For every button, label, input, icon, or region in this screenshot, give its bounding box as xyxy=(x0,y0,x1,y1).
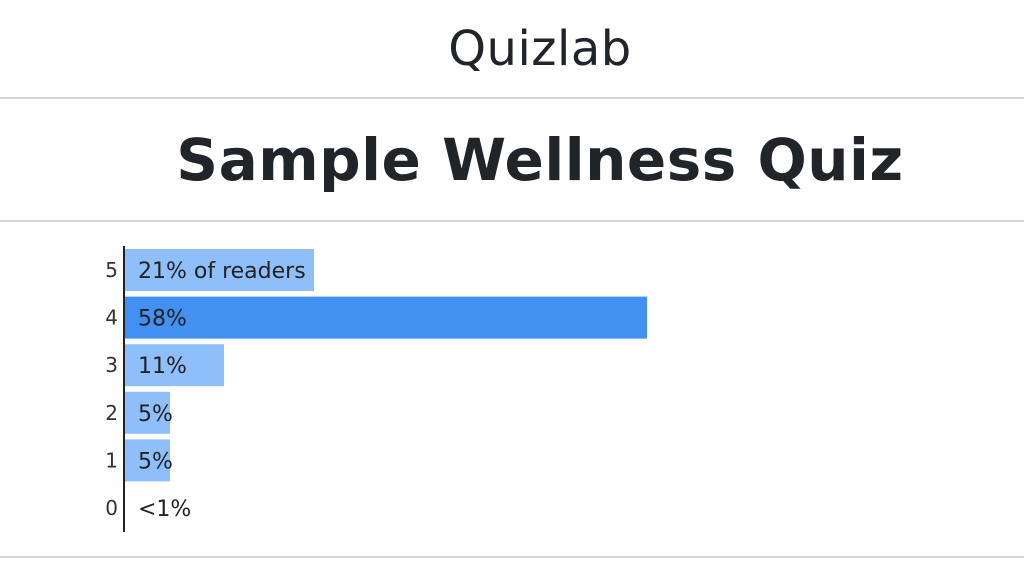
quiz-title: Sample Wellness Quiz xyxy=(176,125,904,194)
quiz-title-section: Sample Wellness Quiz xyxy=(0,99,1024,220)
bar-rating-5 xyxy=(125,249,314,291)
tick-label-3: 3 xyxy=(105,353,118,377)
brand-name[interactable]: Quizlab xyxy=(448,20,632,77)
tick-label-0: 0 xyxy=(105,496,118,520)
header-divider xyxy=(0,97,1024,99)
results-chart: 5 4 3 2 1 0 21% of readers 58% 11% 5% 5% <1% xyxy=(0,222,1024,556)
bar-label-1: 5% xyxy=(138,449,173,474)
bars-group xyxy=(125,249,647,482)
bar-labels-group: 21% of readers 58% 11% 5% 5% <1% xyxy=(138,259,306,522)
tick-label-1: 1 xyxy=(105,448,118,472)
brand-header: Quizlab xyxy=(0,0,1024,97)
bar-rating-1 xyxy=(125,439,170,482)
tick-label-5: 5 xyxy=(105,258,118,282)
bar-label-5: 21% of readers xyxy=(138,259,306,284)
bar-rating-2 xyxy=(125,391,170,434)
title-divider xyxy=(0,220,1024,222)
bar-rating-4 xyxy=(125,296,647,339)
tick-labels-group: 5 4 3 2 1 0 xyxy=(105,258,118,520)
bar-label-4: 58% xyxy=(138,307,187,332)
bar-label-0: <1% xyxy=(138,497,191,522)
bar-label-3: 11% xyxy=(138,354,187,379)
bar-label-2: 5% xyxy=(138,402,173,427)
tick-label-2: 2 xyxy=(105,401,118,425)
results-bar-chart: 5 4 3 2 1 0 21% of readers 58% 11% 5% 5% <1% xyxy=(105,246,647,532)
footer-divider xyxy=(0,556,1024,558)
bar-rating-3 xyxy=(125,344,224,387)
tick-label-4: 4 xyxy=(105,306,118,330)
